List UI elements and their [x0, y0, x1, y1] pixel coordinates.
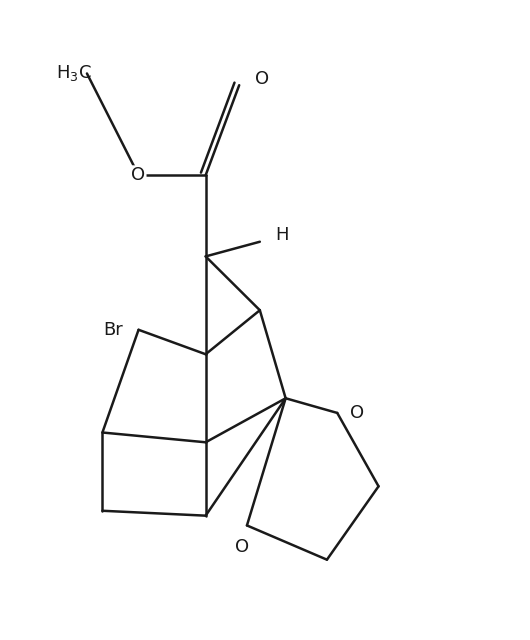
- Text: H: H: [275, 227, 289, 244]
- Text: O: O: [350, 404, 364, 422]
- Text: O: O: [255, 70, 269, 88]
- Text: O: O: [235, 538, 249, 556]
- Text: H$_3$C: H$_3$C: [56, 63, 92, 83]
- Text: Br: Br: [103, 321, 123, 339]
- Text: O: O: [131, 166, 146, 184]
